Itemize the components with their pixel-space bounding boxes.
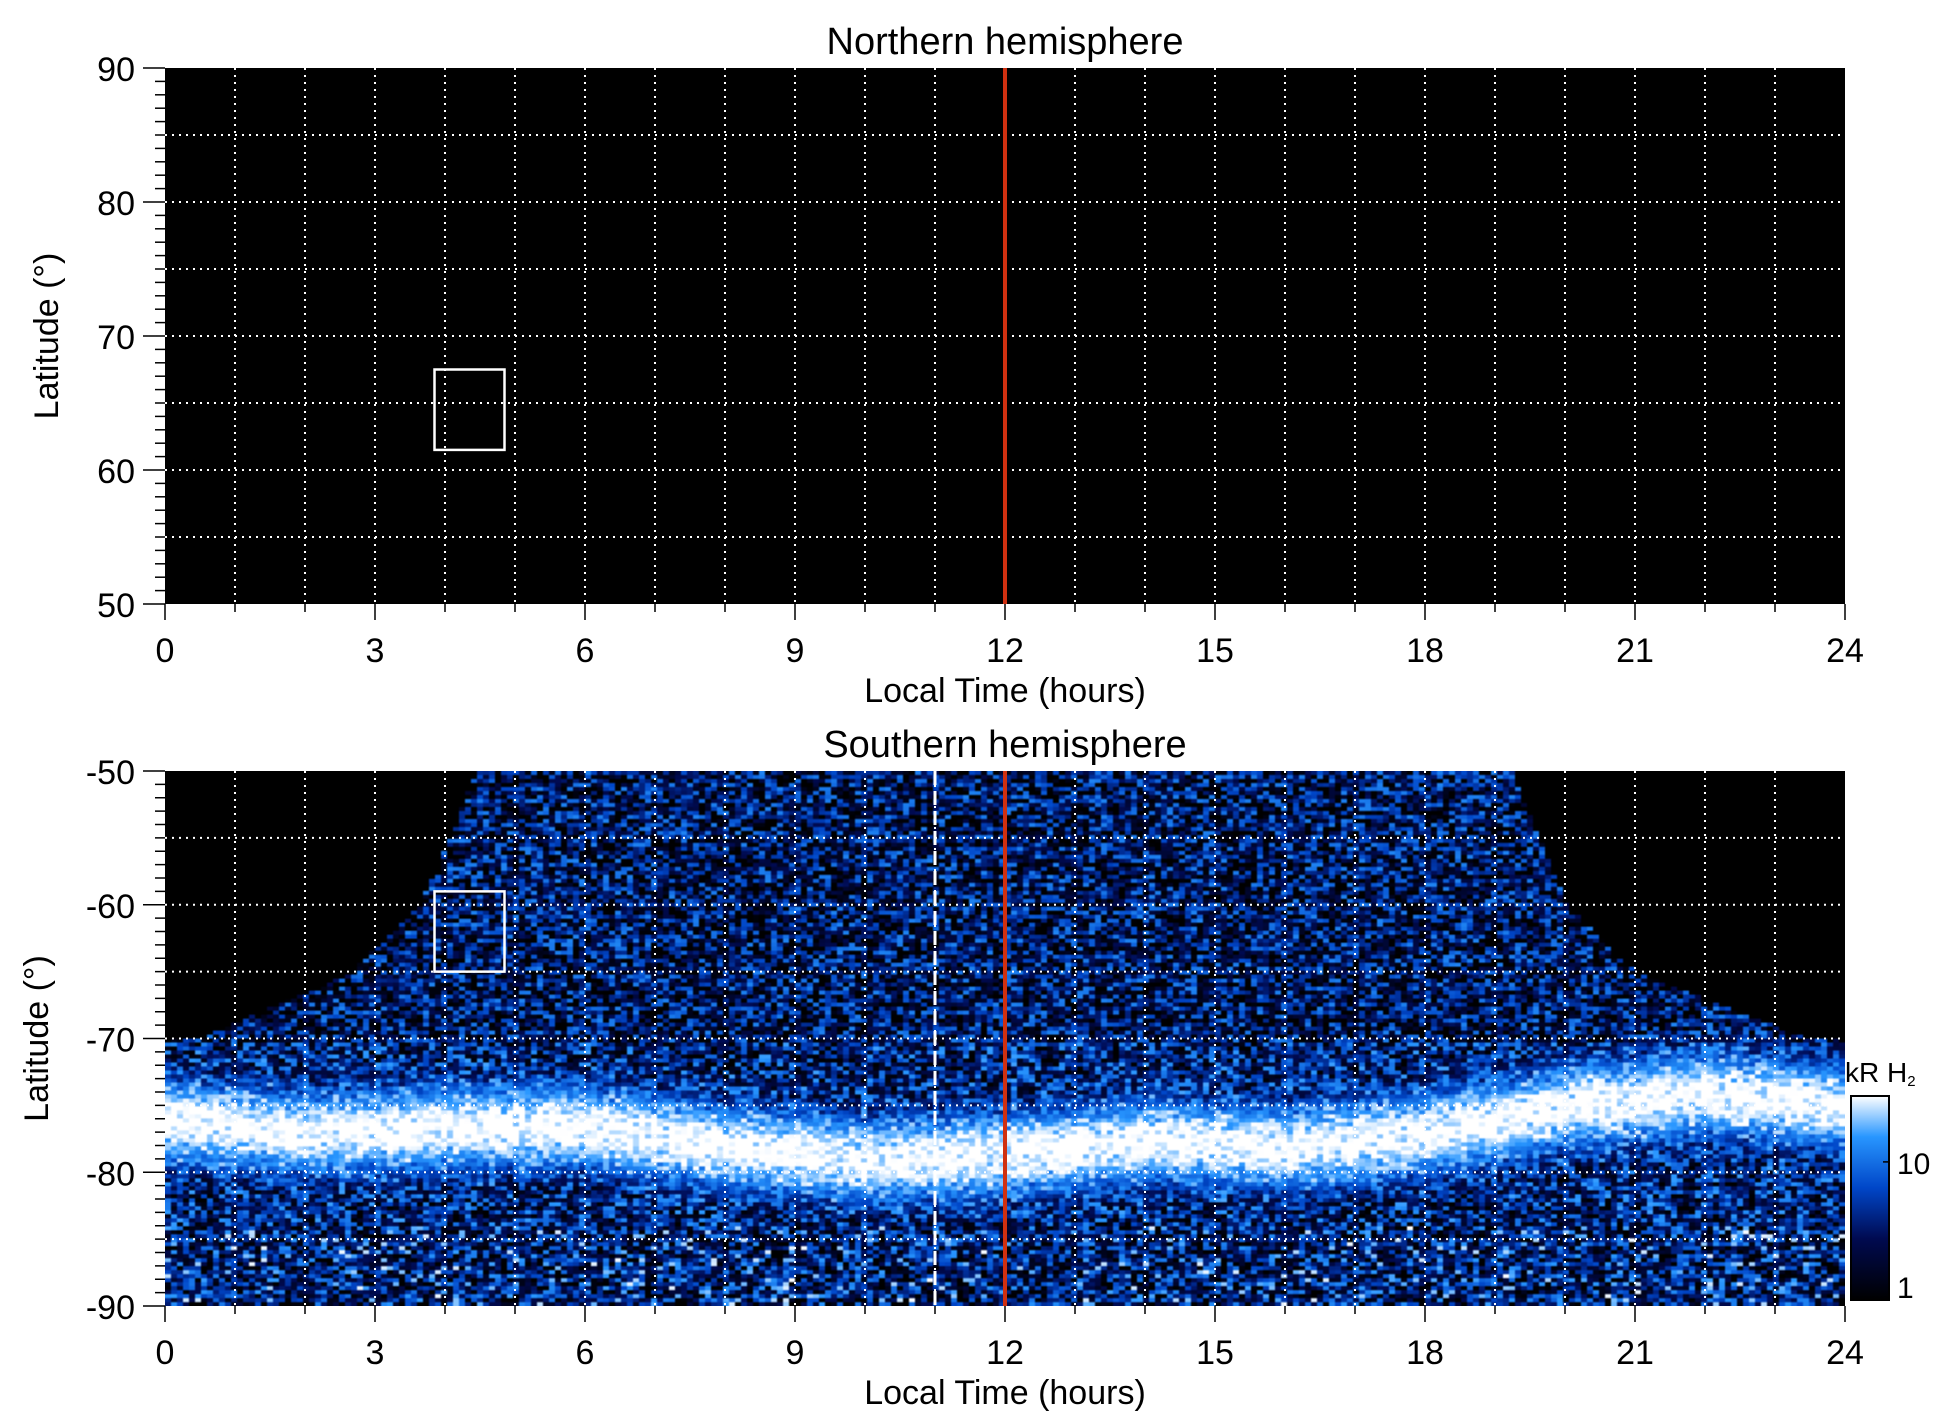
y-tick-label: 70 xyxy=(97,319,135,357)
y-tick-label: -60 xyxy=(86,888,135,926)
colorbar-tick-label: 1 xyxy=(1897,1272,1914,1305)
x-tick-label: 24 xyxy=(1826,1334,1864,1372)
x-tick-label: 6 xyxy=(576,1334,595,1372)
x-tick-label: 12 xyxy=(986,632,1024,670)
y-axis-label: Latitude (°) xyxy=(28,253,66,420)
y-tick-label: -80 xyxy=(86,1155,135,1193)
x-tick-label: 12 xyxy=(986,1334,1024,1372)
x-tick-label: 18 xyxy=(1406,632,1444,670)
y-tick-label: 80 xyxy=(97,185,135,223)
x-axis-label: Local Time (hours) xyxy=(864,672,1146,710)
y-tick-label: 50 xyxy=(97,587,135,625)
colorbar-label: kR H2 xyxy=(1845,1057,1916,1090)
x-tick-label: 18 xyxy=(1406,1334,1444,1372)
x-tick-label: 15 xyxy=(1196,1334,1234,1372)
x-tick-label: 3 xyxy=(366,1334,385,1372)
y-tick-label: -70 xyxy=(86,1022,135,1060)
colorbar-label-subscript: 2 xyxy=(1907,1073,1915,1090)
x-tick-label: 9 xyxy=(786,632,805,670)
x-tick-label: 3 xyxy=(366,632,385,670)
region-box xyxy=(433,368,506,452)
y-tick-label: -50 xyxy=(86,754,135,792)
x-tick-label: 6 xyxy=(576,632,595,670)
chart-title: Southern hemisphere xyxy=(823,724,1186,766)
x-tick-label: 21 xyxy=(1616,632,1654,670)
x-tick-label: 21 xyxy=(1616,1334,1654,1372)
panel-northern: 0 3 6 9 12 15 18 21 24 50 60 70 80 90 Northern hemisph… xyxy=(28,21,1864,710)
x-axis-label: Local Time (hours) xyxy=(864,1374,1146,1412)
colorbar: 1 10 kR H2 xyxy=(1845,1057,1930,1305)
y-tick-label: -90 xyxy=(86,1289,135,1327)
x-tick-label: 0 xyxy=(156,632,175,670)
x-tick-label: 15 xyxy=(1196,632,1234,670)
colorbar-bar xyxy=(1850,1095,1890,1301)
y-tick-label: 60 xyxy=(97,453,135,491)
x-tick-label: 24 xyxy=(1826,632,1864,670)
chart-title: Northern hemisphere xyxy=(827,21,1184,63)
region-box xyxy=(433,890,506,973)
colorbar-tick-label: 10 xyxy=(1897,1148,1930,1181)
x-tick-label: 9 xyxy=(786,1334,805,1372)
y-tick-label: 90 xyxy=(97,51,135,89)
x-tick-label: 0 xyxy=(156,1334,175,1372)
y-axis-label: Latitude (°) xyxy=(18,955,56,1122)
